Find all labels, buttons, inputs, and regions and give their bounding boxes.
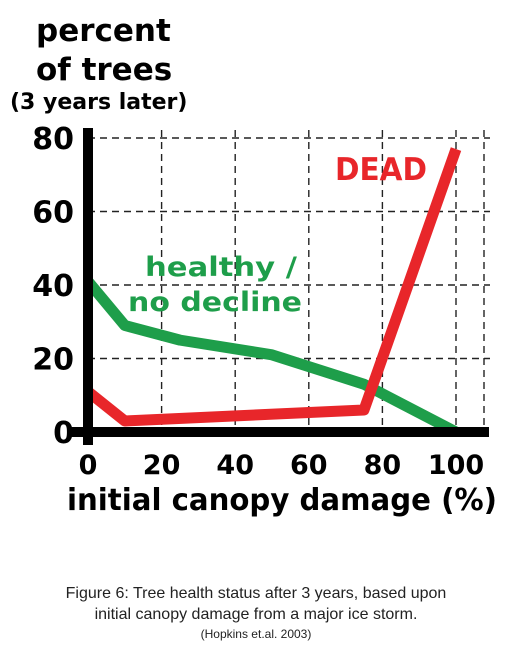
- y-tick-label-60: 60: [32, 196, 74, 231]
- x-tick-label-0: 0: [79, 450, 98, 481]
- series-line-healthy: [83, 277, 459, 437]
- x-tick-label-40: 40: [216, 450, 254, 481]
- x-axis-label: initial canopy damage (%): [67, 483, 497, 518]
- x-tick-label-20: 20: [143, 450, 181, 481]
- x-tick-label-100: 100: [428, 450, 484, 481]
- y-tick-label-0: 0: [53, 416, 74, 451]
- series-label-dead: DEAD: [335, 152, 427, 188]
- y-tick-label-40: 40: [32, 269, 74, 304]
- figure-caption-line-2: initial canopy damage from a major ice s…: [94, 606, 418, 623]
- x-tick-label-80: 80: [364, 450, 402, 481]
- y-tick-label-80: 80: [32, 122, 74, 157]
- y-tick-label-20: 20: [32, 343, 74, 378]
- figure-citation: (Hopkins et.al. 2003): [200, 627, 312, 641]
- series-line-dead: [84, 147, 462, 427]
- x-tick-label-60: 60: [290, 450, 328, 481]
- series-label-healthy-line-1: healthy /: [145, 252, 297, 283]
- y-axis-label-line-3: (3 years later): [10, 90, 188, 115]
- y-axis-label-line-1: percent: [36, 13, 171, 49]
- y-axis-label-line-2: of trees: [36, 52, 173, 88]
- series-label-healthy-line-2: no decline: [128, 287, 302, 318]
- figure-caption-line-1: Figure 6: Tree health status after 3 yea…: [65, 585, 447, 602]
